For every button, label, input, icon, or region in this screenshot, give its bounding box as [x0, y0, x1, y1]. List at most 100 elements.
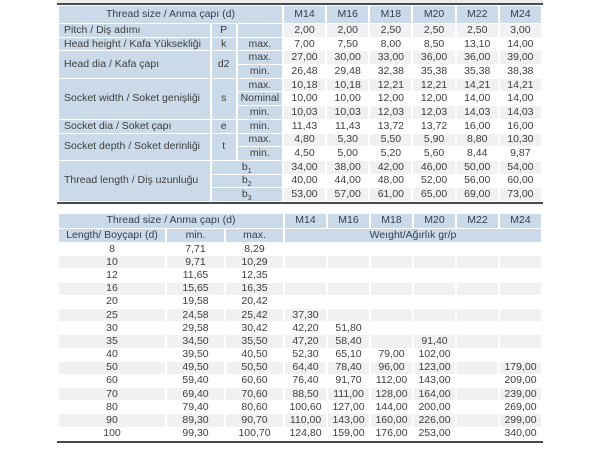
dimension-value-cell: 14,21 — [456, 78, 498, 92]
length-min-cell: 11,65 — [182, 269, 209, 281]
weight-value-cell — [285, 296, 326, 308]
weight-table-wrap: Thread size / Anma çapı (d) M14 M16 M18 M20… — [57, 213, 543, 443]
dimension-value-cell: 8,80 — [456, 133, 498, 147]
weight-value-cell: 112,00 — [375, 374, 408, 387]
weight-value-cell: 179,00 — [500, 361, 542, 374]
dimension-row: Pitch / Diş adımı P 2,00 2,00 2,50 2,50 2,50 3,… — [59, 24, 541, 37]
weight-value-cell — [371, 335, 413, 348]
weight-value-cell — [457, 428, 498, 440]
length-min-cell: 69,40 — [167, 388, 224, 401]
weight-row: 80 79,40 80,60 100,60 127,00 144,00 200,00 269,… — [59, 401, 541, 413]
dimension-value-cell: 34,00 — [283, 160, 326, 174]
weight-value-cell — [457, 414, 499, 427]
weight-table-body: 8 7,71 8,29 10 9,71 10,29 12 11,65 12,35 16 15,65 1… — [59, 243, 542, 440]
weight-row: 60 59,40 60,60 76,40 91,70 112,00 143,00 209,00 — [59, 375, 541, 387]
length-max-cell: 90,70 — [226, 414, 284, 427]
dimension-value-cell: 5,20 — [380, 147, 402, 160]
weight-value-cell — [371, 282, 413, 295]
dimension-row: b3 53,00 57,00 61,00 65,00 69,00 73,00 — [59, 188, 541, 201]
length-value-cell: 80 — [106, 401, 118, 413]
dimensions-table-body: Pitch / Diş adımı P 2,00 2,00 2,50 2,50 2,50 3,… — [59, 24, 541, 201]
dimension-value-cell: 65,00 — [413, 188, 455, 201]
dimension-value-cell: 53,00 — [283, 188, 326, 201]
weight-value-cell — [457, 269, 498, 281]
dimension-value-cell: 39,00 — [499, 51, 541, 65]
weight-value-cell — [328, 282, 370, 295]
weight-row: 70 69,40 70,60 88,50 111,00 128,00 164,00 239,0… — [59, 388, 542, 401]
dimension-value-cell: 5,50 — [370, 133, 412, 147]
table1-column-header-m14: M14 — [283, 6, 326, 23]
dimension-value-cell: 32,38 — [377, 65, 404, 77]
weight-value-cell — [457, 361, 499, 374]
weight-value-cell — [414, 296, 455, 308]
dimension-value-cell: 36,00 — [456, 51, 498, 65]
dimension-value-cell: 10,30 — [499, 133, 541, 147]
dimension-value-cell: 36,00 — [413, 51, 455, 65]
dimension-value-cell: 12,21 — [370, 78, 412, 92]
weight-value-cell: 200,00 — [418, 401, 451, 413]
parameter-symbol: t — [211, 133, 236, 160]
weight-value-cell — [500, 256, 542, 269]
weight-value-cell: 37,30 — [285, 308, 327, 322]
dimension-value-cell: 14,00 — [507, 92, 534, 105]
dimensions-table-wrap: Thread size / Anma çapı (d) M14 M16 M18 M20… — [57, 3, 543, 204]
dimension-value-cell: 44,00 — [334, 174, 361, 187]
dimension-value-cell: 29,48 — [334, 65, 361, 77]
dimension-value-cell: 27,00 — [283, 51, 326, 65]
weight-value-cell: 144,00 — [375, 401, 408, 413]
weight-value-cell: 110,00 — [285, 414, 327, 427]
length-min-cell: 29,58 — [182, 322, 209, 334]
weight-table: Thread size / Anma çapı (d) M14 M16 M18 M20… — [57, 213, 543, 441]
length-max-cell: 60,60 — [241, 374, 268, 387]
table1-column-header-m22: M22 — [456, 6, 498, 23]
dimension-value-cell: 60,00 — [507, 174, 534, 187]
length-min-cell: 9,71 — [167, 256, 224, 269]
weight-unit-header: Weıght/Ağırlık gr/p — [285, 229, 542, 242]
dimension-value-cell: 12,00 — [420, 92, 448, 105]
weight-value-cell: 58,40 — [328, 335, 370, 348]
dimension-value-cell: 10,03 — [283, 106, 326, 119]
length-min-cell: 89,30 — [167, 414, 224, 427]
weight-value-cell — [371, 296, 412, 308]
length-value-cell: 30 — [106, 322, 118, 334]
parameter-label: Head dia / Kafa çapı — [59, 51, 210, 78]
table1-column-header-m24: M24 — [499, 6, 541, 23]
dimension-value-cell: 33,00 — [370, 51, 412, 65]
limit-label: min. — [237, 106, 282, 119]
weight-value-cell: 299,00 — [500, 414, 542, 427]
weight-value-cell — [457, 256, 499, 269]
dimension-value-cell: 7,50 — [337, 37, 358, 50]
weight-value-cell: 47,20 — [285, 335, 327, 348]
length-max-cell: 100,70 — [238, 427, 271, 440]
dimension-row: Thread length / Diş uzunluğu b1 34,00 38,00… — [59, 160, 541, 201]
limit-label: max. — [237, 78, 282, 92]
dimension-value-cell: 11,43 — [334, 119, 361, 132]
weight-value-cell — [500, 322, 541, 334]
dimension-value-cell: 56,00 — [464, 174, 491, 187]
weight-value-cell — [371, 322, 412, 334]
weight-value-cell — [414, 269, 455, 281]
weight-value-cell: 111,00 — [328, 388, 370, 401]
dimension-value-cell: 38,00 — [327, 160, 369, 174]
length-max-cell: 40,50 — [241, 348, 268, 361]
weight-value-cell: 123,00 — [414, 361, 456, 374]
length-column-header: Length/ Boyçapı (d) — [59, 229, 165, 242]
dimension-value-cell: 12,21 — [413, 78, 455, 92]
length-value-cell: 60 — [106, 374, 118, 387]
parameter-symbol: e — [211, 119, 236, 133]
dimension-row: b2 40,00 44,00 48,00 52,00 56,00 60,00 — [59, 174, 541, 188]
dimension-value-cell: 10,18 — [327, 78, 369, 92]
weight-value-cell: 96,00 — [371, 361, 413, 374]
length-value-cell: 16 — [59, 282, 165, 295]
weight-value-cell — [457, 308, 499, 322]
weight-value-cell: 164,00 — [414, 388, 456, 401]
weight-value-cell — [285, 243, 326, 255]
length-max-cell: 8,29 — [244, 243, 265, 255]
dimension-row: Head height / Kafa Yüksekliği k max. 7,00 7,… — [59, 37, 541, 51]
weight-value-cell — [328, 308, 370, 322]
weight-value-cell — [414, 256, 456, 269]
weight-value-cell — [457, 322, 498, 334]
dimension-value-cell: 14,03 — [499, 106, 541, 119]
dimension-value-cell: 38,38 — [507, 65, 534, 77]
dimension-value-cell: 10,00 — [291, 92, 318, 105]
